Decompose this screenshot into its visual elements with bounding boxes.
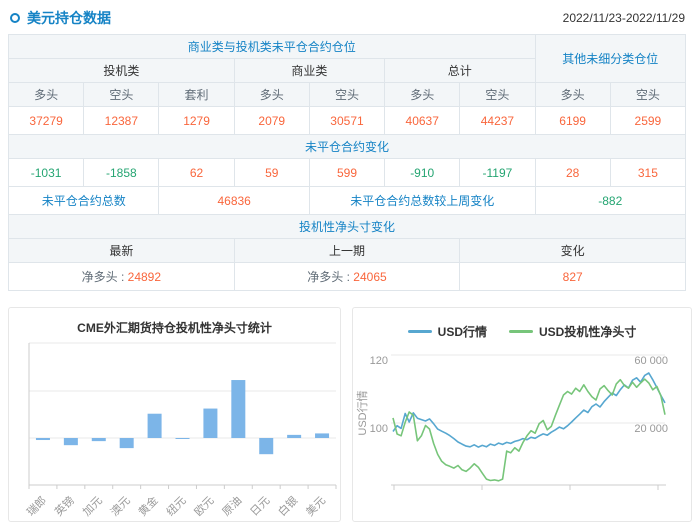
- bar: [315, 433, 330, 438]
- bar: [231, 380, 246, 438]
- column-header-cell: 多头: [534, 82, 611, 107]
- x-axis-category-label: 加元: [80, 494, 105, 519]
- legend-item[interactable]: USD投机性净头寸: [509, 323, 636, 340]
- bar: [287, 434, 302, 438]
- positions-table: 商业类与投机类未平仓合约仓位 其他未细分类仓位 投机类 商业类 总计 多头 空头套…: [7, 34, 687, 291]
- left-axis-tick-label: 120: [370, 355, 388, 367]
- left-axis-tick-label: 100: [370, 423, 388, 435]
- change-value-cell: -1031: [7, 158, 85, 187]
- right-axis-tick-label: 60 000: [634, 355, 668, 367]
- legend-line-icon: [509, 330, 533, 333]
- circle-bullet-icon: [10, 13, 20, 23]
- x-axis-category-label: 欧元: [192, 494, 217, 519]
- column-header-cell: 空头: [83, 82, 160, 107]
- page-header: 美元持仓数据 2022/11/23-2022/11/29: [0, 0, 693, 34]
- total-change-label-cell: 未平仓合约总数较上周变化: [308, 186, 536, 215]
- date-range: 2022/11/23-2022/11/29: [562, 11, 685, 25]
- change-value-cell: 599: [308, 158, 386, 187]
- net-col-latest: 最新: [8, 238, 235, 263]
- column-header-cell: 多头: [7, 82, 85, 107]
- column-header-cell: 空头: [459, 82, 536, 107]
- bar: [91, 438, 106, 442]
- position-value-cell: 37279: [7, 106, 85, 135]
- x-axis-category-label: 瑞郎: [24, 493, 49, 518]
- total-change-value-cell: -882: [534, 186, 687, 215]
- change-value-cell: -1197: [459, 158, 536, 187]
- position-value-cell: 1279: [158, 106, 235, 135]
- x-axis-category-label: 英镑: [52, 493, 77, 518]
- column-header-cell: 多头: [233, 82, 310, 107]
- subgroup-speculative: 投机类: [8, 58, 235, 83]
- legend-label: USD行情: [437, 325, 487, 339]
- x-axis-category-label: 澳元: [108, 494, 133, 519]
- change-value-cell: -910: [384, 158, 461, 187]
- position-value-cell: 44237: [459, 106, 536, 135]
- position-value-cell: 30571: [308, 106, 386, 135]
- column-header-cell: 空头: [609, 82, 687, 107]
- net-col-previous: 上一期: [233, 238, 461, 263]
- net-latest-value: 24892: [127, 270, 162, 284]
- line-chart-panel: USD行情 USD投机性净头寸 120 100 60 000 20 000 USD行情: [352, 307, 692, 522]
- bar-chart-panel: CME外汇期货持仓投机性净头寸统计 瑞郎 英镑 加元 澳元 黄金 纽元 欧元 原油 日元 白银 美元: [8, 307, 341, 522]
- legend-item[interactable]: USD行情: [407, 323, 487, 340]
- position-value-cell: 2079: [233, 106, 310, 135]
- change-value-cell: 315: [609, 158, 687, 187]
- changes-row: -1031 -1858 62 59 599 -910 -1197 28 315: [7, 158, 687, 187]
- subgroup-commercial: 商业类: [233, 58, 386, 83]
- bar-chart-title: CME外汇期货持仓投机性净头寸统计: [77, 321, 272, 335]
- right-axis-tick-label: 20 000: [634, 423, 668, 435]
- change-section-header: 未平仓合约变化: [8, 134, 686, 159]
- net-latest-label: 净多头 :: [81, 270, 125, 284]
- x-axis-category-label: 日元: [248, 495, 272, 519]
- net-section-header: 投机性净头寸变化: [8, 214, 686, 239]
- net-previous-value: 24065: [353, 270, 387, 284]
- series-line-usd-net-position: [392, 378, 666, 482]
- bar: [147, 413, 162, 438]
- bar: [259, 438, 274, 455]
- legend-line-icon: [407, 330, 432, 333]
- net-latest-cell: 净多头 : 24892: [8, 262, 235, 291]
- position-value-cell: 40637: [384, 106, 461, 135]
- line-chart-legend: USD行情 USD投机性净头寸: [353, 323, 691, 340]
- column-header-row: 多头 空头 套利 多头 空头 多头 空头 多头 空头: [7, 82, 687, 107]
- positions-row: 37279 12387 1279 2079 30571 40637 44237 6199 259…: [7, 106, 687, 135]
- bar: [175, 438, 190, 439]
- change-value-cell: -1858: [83, 158, 160, 187]
- bar-chart: 瑞郎 英镑 加元 澳元 黄金 纽元 欧元 原油 日元 白银 美元: [24, 342, 337, 519]
- net-change-cell: 827: [459, 262, 686, 291]
- column-header-cell: 空头: [308, 82, 386, 107]
- group-header-cell: 商业类与投机类未平仓合约仓位: [8, 34, 536, 59]
- position-value-cell: 6199: [534, 106, 611, 135]
- x-axis-category-label: 纽元: [163, 493, 188, 518]
- other-header-cell: 其他未细分类仓位: [534, 34, 687, 83]
- total-value-cell: 46836: [158, 186, 310, 215]
- column-header-cell: 多头: [384, 82, 461, 107]
- legend-label: USD投机性净头寸: [539, 325, 637, 339]
- subgroup-total: 总计: [384, 58, 536, 83]
- x-axis-category-label: 美元: [303, 494, 328, 519]
- bar: [119, 438, 134, 449]
- bar: [63, 438, 78, 446]
- series-line-usd-price: [392, 372, 666, 448]
- charts-row: CME外汇期货持仓投机性净头寸统计 瑞郎 英镑 加元 澳元 黄金 纽元 欧元 原油 日元 白银 美元…: [8, 307, 693, 522]
- page-title: 美元持仓数据: [27, 10, 111, 26]
- net-col-change: 变化: [459, 238, 686, 263]
- left-axis-title: USD行情: [356, 390, 369, 435]
- position-value-cell: 12387: [83, 106, 160, 135]
- line-chart: 120 100 60 000 20 000 USD行情: [356, 354, 668, 490]
- change-value-cell: 62: [158, 158, 235, 187]
- position-value-cell: 2599: [609, 106, 687, 135]
- column-header-cell: 套利: [158, 82, 235, 107]
- change-value-cell: 59: [233, 158, 310, 187]
- net-previous-cell: 净多头 : 24065: [233, 262, 461, 291]
- x-axis-category-label: 白银: [275, 493, 300, 518]
- x-axis-category-label: 黄金: [135, 493, 160, 518]
- total-label-cell: 未平仓合约总数: [7, 186, 160, 215]
- bar: [203, 408, 218, 438]
- x-axis-category-label: 原油: [219, 493, 244, 518]
- change-value-cell: 28: [534, 158, 611, 187]
- net-previous-label: 净多头 :: [307, 270, 350, 284]
- bar: [35, 438, 50, 441]
